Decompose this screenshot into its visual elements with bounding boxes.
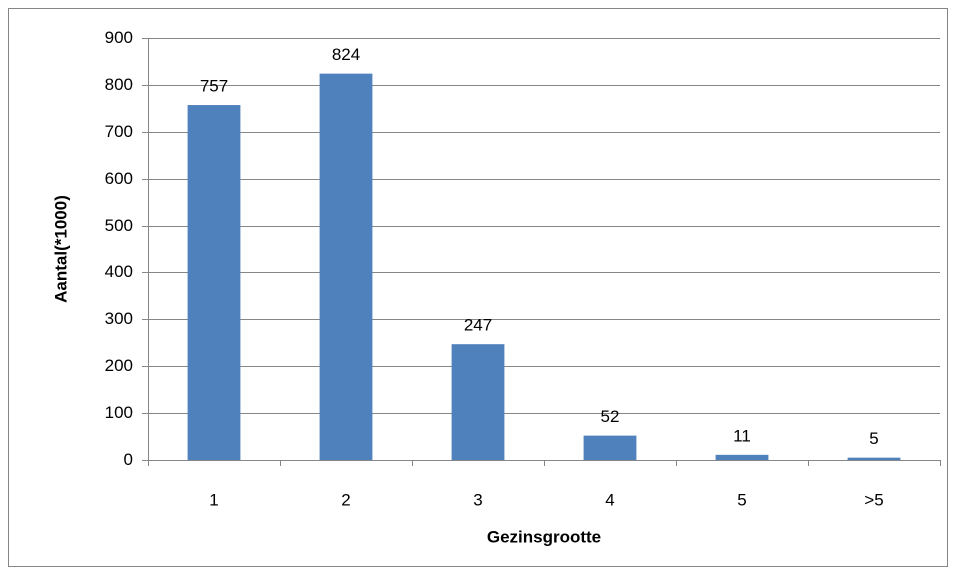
bar	[451, 344, 505, 460]
x-tick-label: 1	[209, 490, 218, 509]
y-tick-label: 100	[105, 403, 133, 422]
bar	[847, 457, 901, 460]
y-tick-label: 600	[105, 169, 133, 188]
data-label: 247	[464, 316, 492, 335]
data-label: 824	[332, 45, 360, 64]
y-tick-label: 300	[105, 309, 133, 328]
data-label: 757	[200, 77, 228, 96]
data-label: 52	[601, 407, 620, 426]
y-tick-label: 800	[105, 75, 133, 94]
chart-border	[8, 8, 948, 567]
x-tick-label: >5	[864, 490, 883, 509]
y-tick-label: 0	[124, 450, 133, 469]
bar	[583, 435, 637, 460]
y-tick-label: 700	[105, 122, 133, 141]
x-axis-label: Gezinsgrootte	[487, 527, 601, 546]
y-tick-label: 900	[105, 28, 133, 47]
bar	[715, 454, 769, 460]
y-tick-label: 200	[105, 356, 133, 375]
bar	[319, 73, 373, 460]
x-tick-label: 2	[341, 490, 350, 509]
bar	[187, 105, 241, 460]
y-axis-label: Aantal(*1000)	[51, 195, 70, 303]
data-label: 5	[869, 429, 878, 448]
y-tick-label: 400	[105, 262, 133, 281]
x-tick-label: 4	[605, 490, 614, 509]
x-tick-label: 5	[737, 490, 746, 509]
y-tick-label: 500	[105, 216, 133, 235]
data-label: 11	[733, 426, 751, 445]
x-tick-label: 3	[473, 490, 482, 509]
